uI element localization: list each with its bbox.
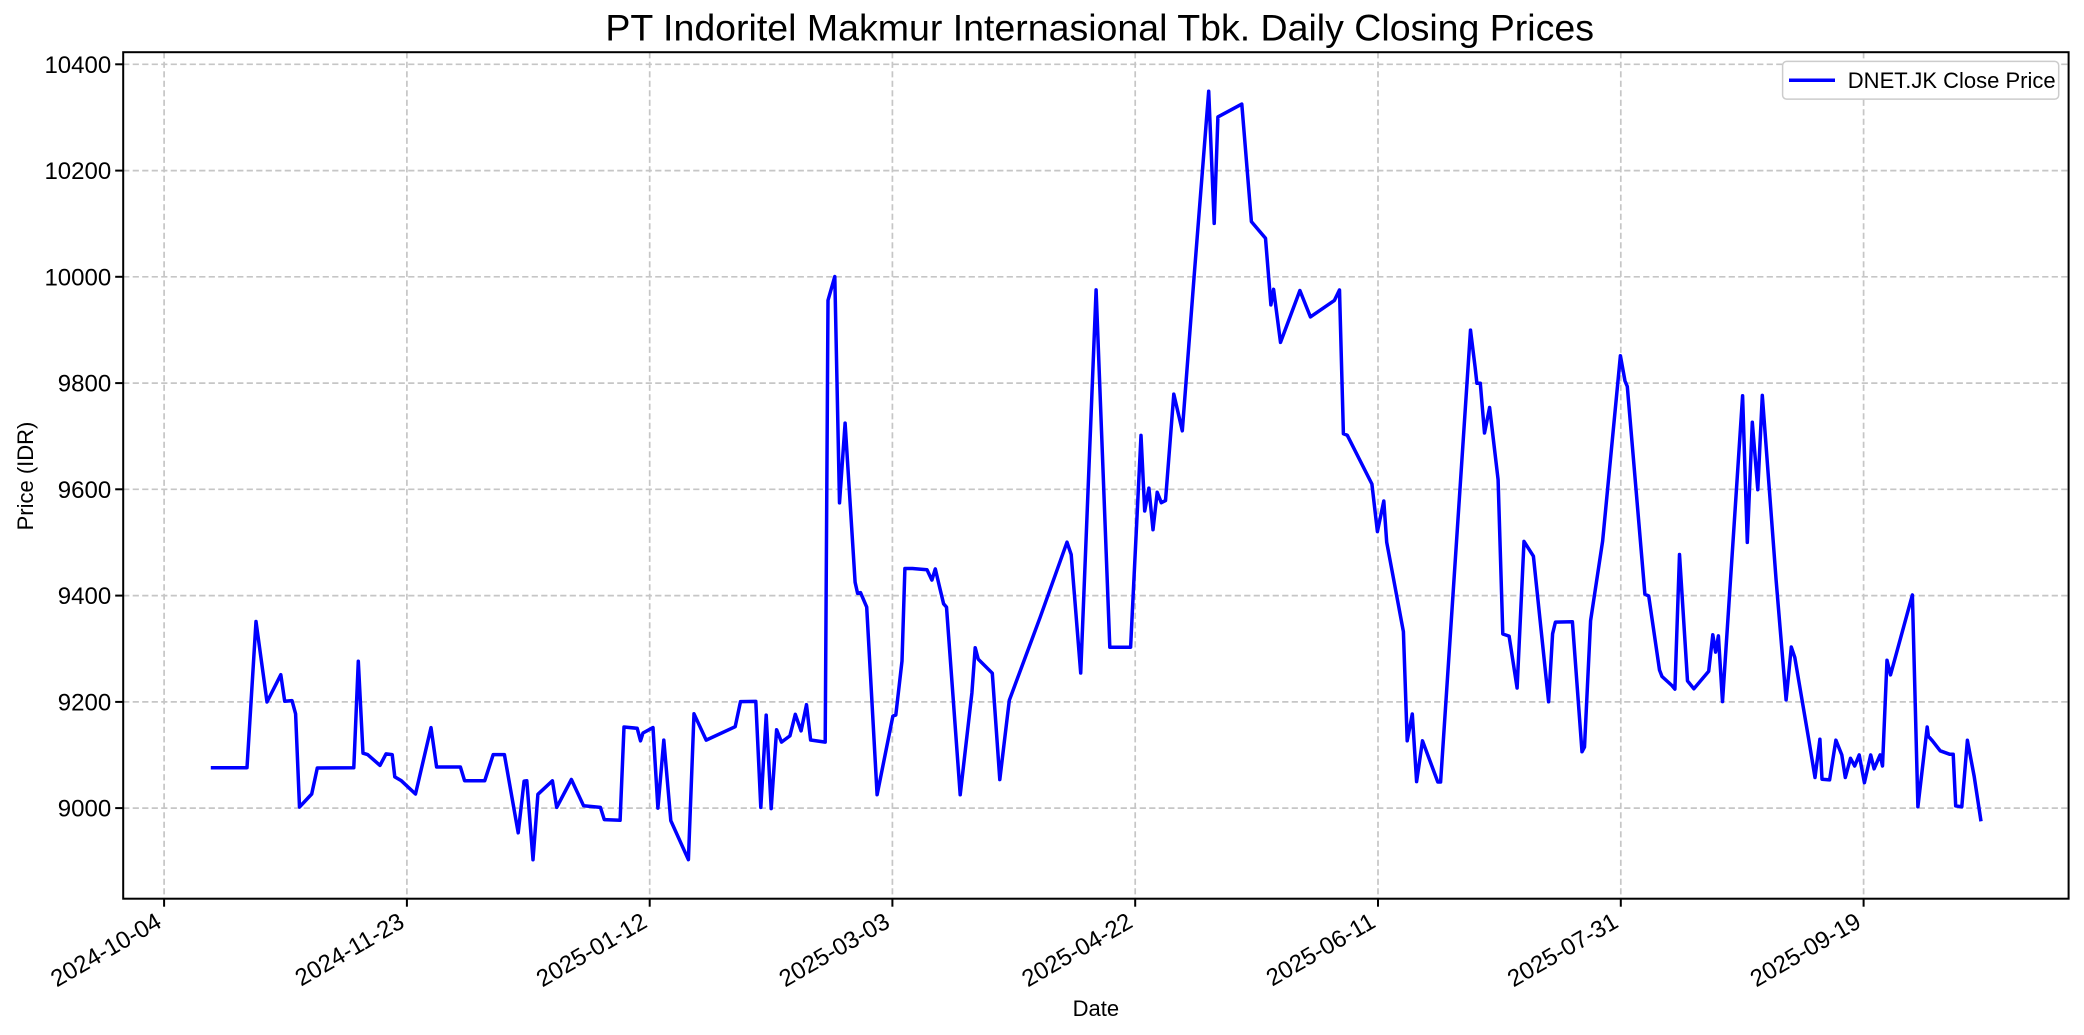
svg-text:9200: 9200 <box>58 689 111 716</box>
svg-text:9800: 9800 <box>58 371 111 398</box>
svg-text:9400: 9400 <box>58 583 111 610</box>
svg-text:10000: 10000 <box>44 264 111 291</box>
svg-text:10400: 10400 <box>44 52 111 79</box>
svg-text:Date: Date <box>1073 996 1119 1021</box>
svg-text:9000: 9000 <box>58 796 111 823</box>
svg-text:DNET.JK Close Price: DNET.JK Close Price <box>1848 68 2056 93</box>
svg-text:Price (IDR): Price (IDR) <box>13 422 38 531</box>
svg-text:9600: 9600 <box>58 477 111 504</box>
svg-text:10200: 10200 <box>44 158 111 185</box>
svg-text:PT Indoritel Makmur Internasio: PT Indoritel Makmur Internasional Tbk. D… <box>605 7 1594 49</box>
